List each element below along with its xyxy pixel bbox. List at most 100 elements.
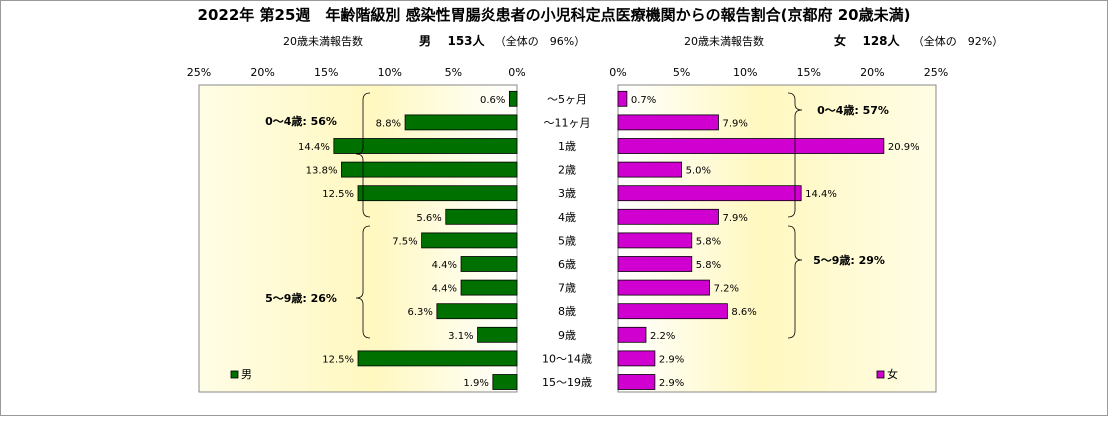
category-label: 10～14歳 xyxy=(542,352,592,365)
female-bar xyxy=(617,326,647,343)
female-bar xyxy=(617,208,719,225)
female-bar-label: 7.9% xyxy=(722,213,747,224)
category-label: 4歳 xyxy=(558,211,576,224)
female-axis-tick: 20% xyxy=(860,66,884,79)
category-label: ～5ヶ月 xyxy=(547,93,587,106)
male-bar xyxy=(477,326,518,343)
category-label: 9歳 xyxy=(558,329,576,342)
female-bar xyxy=(617,114,719,131)
female-bar xyxy=(617,232,693,249)
male-bar-label: 12.5% xyxy=(322,189,354,200)
category-label: 2歳 xyxy=(558,164,576,177)
male-bar-label: 1.9% xyxy=(463,378,488,389)
male-bar xyxy=(357,350,518,367)
male-5-9-annotation: 5～9歳: 26% xyxy=(265,291,337,305)
female-axis-tick: 5% xyxy=(673,66,690,79)
female-bar-label: 2.9% xyxy=(659,378,684,389)
female-axis-tick: 15% xyxy=(797,66,821,79)
female-bar xyxy=(617,138,885,154)
category-label: 8歳 xyxy=(558,305,576,318)
male-bar xyxy=(404,114,518,131)
female-bar-label: 5.8% xyxy=(696,260,721,271)
female-axis-tick: 0% xyxy=(609,66,626,79)
male-bar-label: 13.8% xyxy=(306,166,338,177)
male-bar xyxy=(460,279,518,296)
female-bar-label: 2.9% xyxy=(659,354,684,365)
female-bar xyxy=(617,303,728,320)
male-bar-label: 6.3% xyxy=(407,307,432,318)
male-axis-tick: 5% xyxy=(445,66,462,79)
male-header-sex: 男 xyxy=(419,34,431,48)
male-bar xyxy=(421,232,518,249)
female-bar xyxy=(617,350,656,367)
female-bar xyxy=(617,90,628,107)
female-bar-label: 2.2% xyxy=(650,331,675,342)
female-bar-label: 5.0% xyxy=(686,166,711,177)
male-5-9-bracket xyxy=(355,225,371,339)
female-bar-label: 0.7% xyxy=(631,95,656,106)
female-bar xyxy=(617,374,656,390)
male-bar xyxy=(357,185,518,202)
male-bar xyxy=(492,374,518,390)
male-bar xyxy=(341,161,518,178)
category-label: 6歳 xyxy=(558,258,576,271)
male-axis-tick: 0% xyxy=(508,66,525,79)
chart-title: 2022年 第25週 年齢階級別 感染性胃腸炎患者の小児科定点医療機関からの報告… xyxy=(198,6,911,24)
female-bar-label: 8.6% xyxy=(731,307,756,318)
male-header-caption: 20歳未満報告数 xyxy=(283,35,363,48)
male-bar-label: 12.5% xyxy=(322,354,354,365)
female-header-caption: 20歳未満報告数 xyxy=(684,35,764,48)
female-legend-swatch xyxy=(876,370,885,379)
female-5-9-annotation: 5～9歳: 29% xyxy=(813,253,885,267)
category-label: ～11ヶ月 xyxy=(544,116,591,129)
male-axis-tick: 10% xyxy=(378,66,402,79)
female-0-4-bracket xyxy=(787,92,803,218)
female-header-count: 128人 xyxy=(862,33,900,48)
male-bar xyxy=(436,303,518,320)
male-bar xyxy=(445,208,518,225)
category-label: 3歳 xyxy=(558,187,576,200)
male-bar-label: 8.8% xyxy=(376,118,401,129)
male-header-count: 153人 xyxy=(447,33,485,48)
female-header-sex: 女 xyxy=(834,33,846,48)
bars-layer: 0.6% 0.7% 8.8% 7.9% 14.4% 20.9% 13.8% 5.0% 12.5%… xyxy=(298,90,920,390)
male-bar xyxy=(508,90,518,107)
female-axis-tick: 25% xyxy=(924,66,948,79)
female-0-4-annotation: 0～4歳: 57% xyxy=(817,103,889,117)
male-bar-label: 7.5% xyxy=(392,236,417,247)
female-bar-label: 5.8% xyxy=(696,236,721,247)
male-0-4-annotation: 0～4歳: 56% xyxy=(265,114,337,128)
male-0-4-bracket xyxy=(355,92,371,218)
female-bar-label: 20.9% xyxy=(888,142,920,153)
female-bar-label: 14.4% xyxy=(805,189,837,200)
female-bar-label: 7.9% xyxy=(722,118,747,129)
male-legend-label: 男 xyxy=(241,368,252,381)
female-bar xyxy=(617,161,682,178)
male-bar-label: 0.6% xyxy=(480,95,505,106)
category-label: 7歳 xyxy=(558,282,576,295)
male-axis-tick: 20% xyxy=(250,66,274,79)
female-header-share: （全体の 92%） xyxy=(913,34,1003,48)
female-axis-ticks: 0% 5% 10% 15% 20% 25% xyxy=(609,66,948,79)
category-label: 1歳 xyxy=(558,140,576,153)
male-header-share: （全体の 96%） xyxy=(495,34,585,48)
category-label: 15～19歳 xyxy=(542,376,592,389)
category-labels: ～5ヶ月 ～11ヶ月 1歳 2歳 3歳 4歳 5歳 6歳 7歳 8歳 9歳 10～14歳 15～19歳 xyxy=(542,93,592,389)
female-bar xyxy=(617,185,802,202)
female-bar-label: 7.2% xyxy=(714,284,739,295)
male-bar-label: 5.6% xyxy=(416,213,441,224)
male-bar-label: 4.4% xyxy=(432,260,457,271)
male-bar xyxy=(333,138,518,154)
female-axis-tick: 10% xyxy=(733,66,757,79)
female-5-9-bracket xyxy=(787,225,803,339)
male-bar xyxy=(460,256,518,272)
male-axis-ticks: 25% 20% 15% 10% 5% 0% xyxy=(187,66,526,79)
male-bar-label: 4.4% xyxy=(432,284,457,295)
male-legend-swatch xyxy=(230,370,239,379)
male-axis-tick: 15% xyxy=(314,66,338,79)
female-bar xyxy=(617,279,710,296)
female-bar xyxy=(617,256,693,272)
